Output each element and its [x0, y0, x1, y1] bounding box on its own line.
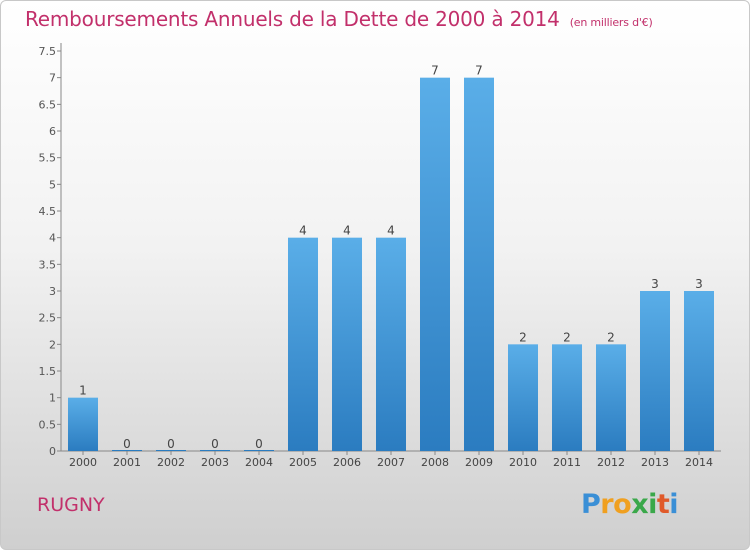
data-label: 0 — [211, 437, 219, 451]
bar — [508, 344, 538, 451]
bar — [464, 77, 494, 452]
proxiti-logo: Proxiti — [581, 489, 679, 520]
chart-title: Remboursements Annuels de la Dette de 20… — [25, 7, 653, 31]
data-label: 7 — [431, 64, 439, 78]
y-tick-label: 2 — [49, 338, 56, 351]
data-label: 0 — [255, 437, 263, 451]
logo-letter: r — [600, 489, 614, 520]
y-tick-label: 5 — [49, 178, 56, 191]
logo-letter: i — [648, 489, 657, 520]
y-tick-label: 4 — [49, 232, 56, 245]
data-label: 2 — [519, 330, 527, 344]
bar — [244, 450, 274, 451]
x-tick-label: 2010 — [509, 456, 537, 469]
data-label: 0 — [167, 437, 175, 451]
x-tick-label: 2012 — [597, 456, 625, 469]
bar — [420, 77, 450, 452]
data-label: 3 — [695, 277, 703, 291]
x-tick-label: 2001 — [113, 456, 141, 469]
bar — [640, 291, 670, 451]
y-tick-label: 7 — [49, 72, 56, 85]
bar — [68, 397, 98, 451]
bar — [684, 291, 714, 451]
chart-subtitle: (en milliers d'€) — [569, 16, 653, 29]
data-label: 4 — [299, 224, 307, 238]
y-tick-label: 5.5 — [39, 152, 57, 165]
y-tick-label: 1 — [49, 392, 56, 405]
x-tick-label: 2003 — [201, 456, 229, 469]
data-label: 7 — [475, 64, 483, 78]
data-label: 3 — [651, 277, 659, 291]
y-tick-label: 2.5 — [39, 312, 57, 325]
y-tick-label: 3 — [49, 285, 56, 298]
logo-letter: P — [581, 489, 601, 520]
y-tick-label: 6.5 — [39, 98, 57, 111]
logo-letter: t — [656, 489, 670, 520]
bar — [552, 344, 582, 451]
y-tick-label: 0.5 — [39, 418, 57, 431]
data-label: 4 — [343, 224, 351, 238]
x-tick-label: 2014 — [685, 456, 713, 469]
y-tick-label: 0 — [49, 445, 56, 458]
bar — [596, 344, 626, 451]
x-tick-label: 2002 — [157, 456, 185, 469]
x-tick-label: 2009 — [465, 456, 493, 469]
y-tick-label: 6 — [49, 125, 56, 138]
x-tick-label: 2011 — [553, 456, 581, 469]
y-tick-label: 7.5 — [39, 45, 57, 58]
x-tick-label: 2005 — [289, 456, 317, 469]
x-tick-label: 2008 — [421, 456, 449, 469]
x-tick-label: 2000 — [69, 456, 97, 469]
x-tick-label: 2007 — [377, 456, 405, 469]
y-tick-label: 4.5 — [39, 205, 57, 218]
x-tick-label: 2013 — [641, 456, 669, 469]
title-text: Remboursements Annuels de la Dette de 20… — [25, 7, 560, 31]
bar — [112, 450, 142, 451]
data-label: 4 — [387, 224, 395, 238]
data-label: 2 — [607, 330, 615, 344]
y-tick-label: 1.5 — [39, 365, 57, 378]
x-tick-label: 2006 — [333, 456, 361, 469]
data-label: 2 — [563, 330, 571, 344]
data-label: 1 — [79, 384, 87, 398]
y-tick-label: 3.5 — [39, 258, 57, 271]
bar — [332, 237, 362, 451]
bar — [288, 237, 318, 451]
bar — [200, 450, 230, 451]
logo-letter: i — [669, 489, 679, 520]
x-tick-label: 2004 — [245, 456, 273, 469]
data-label: 0 — [123, 437, 131, 451]
bar — [156, 450, 186, 451]
commune-name: RUGNY — [37, 494, 105, 516]
logo-letter: x — [631, 489, 649, 520]
logo-letter: o — [613, 489, 632, 520]
bar — [376, 237, 406, 451]
